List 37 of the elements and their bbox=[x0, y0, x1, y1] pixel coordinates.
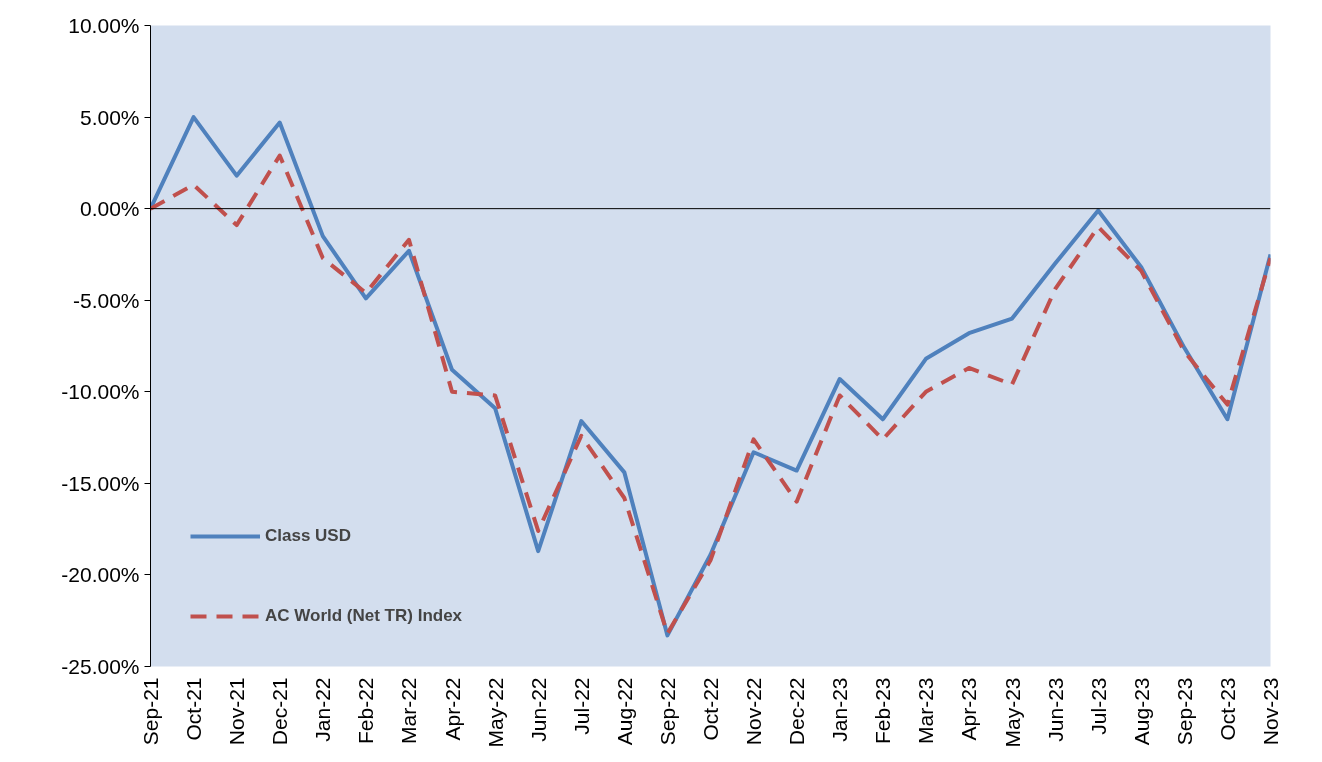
x-tick-label: Oct-23 bbox=[1215, 677, 1239, 741]
x-tick-label: Apr-23 bbox=[957, 677, 981, 741]
x-tick-label: Oct-22 bbox=[699, 677, 722, 741]
legend-label: AC World (Net TR) Index bbox=[265, 606, 463, 626]
x-tick-label: Dec-21 bbox=[268, 677, 292, 746]
x-tick-label: Sep-21 bbox=[139, 677, 162, 746]
x-tick-label: Jul-22 bbox=[569, 677, 593, 735]
y-tick-label: -25.00% bbox=[61, 655, 140, 678]
x-tick-label: Aug-23 bbox=[1129, 677, 1153, 746]
x-tick-label: Sep-22 bbox=[655, 677, 679, 746]
x-tick-label: Aug-22 bbox=[612, 677, 636, 746]
y-tick-label: -15.00% bbox=[61, 471, 140, 495]
y-tick-label: 5.00% bbox=[79, 105, 140, 129]
x-tick-label: Nov-23 bbox=[1259, 677, 1282, 746]
y-tick-label: -5.00% bbox=[72, 288, 140, 312]
y-tick-label: -10.00% bbox=[61, 380, 140, 404]
x-tick-label: Feb-23 bbox=[871, 677, 895, 745]
x-tick-label: Dec-22 bbox=[785, 677, 809, 746]
legend-label: Class USD bbox=[265, 526, 351, 546]
y-tick-label: 10.00% bbox=[68, 14, 140, 37]
y-tick-label: -20.00% bbox=[61, 563, 140, 587]
x-tick-label: Jun-22 bbox=[526, 677, 550, 742]
x-tick-label: May-22 bbox=[483, 677, 507, 748]
x-tick-label: Oct-21 bbox=[182, 677, 206, 741]
x-tick-label: Nov-22 bbox=[742, 677, 766, 746]
x-tick-label: Feb-22 bbox=[354, 677, 378, 745]
x-tick-label: Mar-23 bbox=[914, 677, 938, 745]
y-tick-label: 0.00% bbox=[79, 197, 140, 221]
x-tick-label: Nov-21 bbox=[225, 677, 249, 746]
x-tick-label: Jul-23 bbox=[1086, 677, 1110, 735]
x-tick-label: Mar-22 bbox=[397, 677, 421, 745]
x-tick-label: Jan-23 bbox=[828, 677, 852, 742]
x-tick-label: May-23 bbox=[1000, 677, 1024, 748]
x-tick-label: Sep-23 bbox=[1172, 677, 1196, 746]
x-tick-label: Jun-23 bbox=[1043, 677, 1067, 742]
x-tick-label: Jan-22 bbox=[311, 677, 335, 742]
x-tick-label: Apr-22 bbox=[440, 677, 464, 741]
